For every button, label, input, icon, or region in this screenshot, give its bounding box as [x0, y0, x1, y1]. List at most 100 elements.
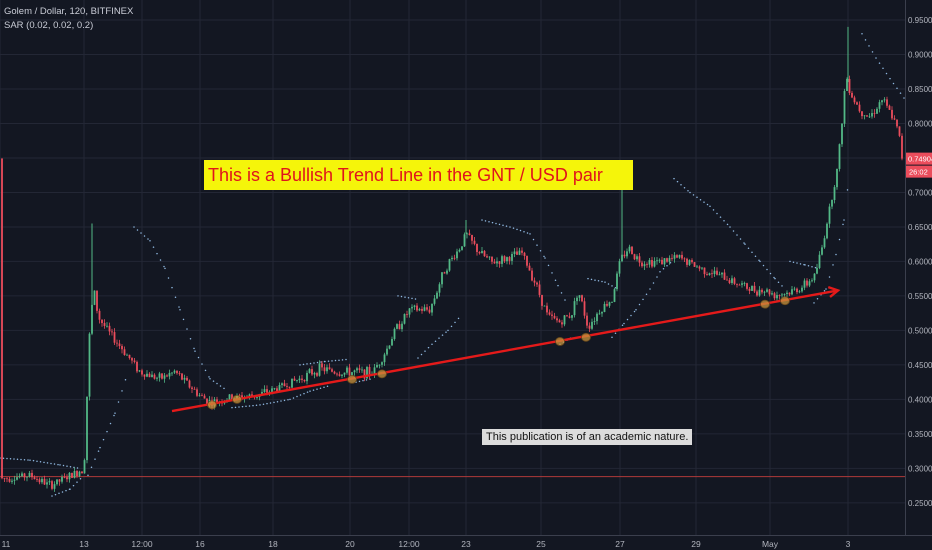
sar-dot	[179, 308, 181, 311]
trendline-touch-point	[581, 332, 591, 342]
candle-body	[448, 259, 451, 271]
candle-body	[343, 372, 346, 375]
sar-dot	[611, 336, 613, 339]
candle-body	[748, 288, 751, 291]
candle-body	[183, 377, 186, 380]
candle-body	[421, 308, 423, 311]
sar-dot	[313, 362, 315, 364]
candle-body	[836, 168, 838, 188]
candle-body	[231, 394, 233, 400]
candle-body	[123, 349, 126, 356]
candle-body	[148, 373, 151, 378]
candle-body	[538, 284, 541, 295]
sar-dot	[334, 359, 337, 362]
candle-body	[336, 373, 338, 375]
sar-dot	[133, 226, 135, 228]
candle-body	[113, 332, 116, 343]
sar-dot	[676, 180, 679, 183]
candle-body	[333, 371, 336, 374]
candle-body	[466, 233, 468, 235]
sar-dot	[719, 216, 722, 218]
sar-dot	[666, 264, 668, 267]
candle-body	[471, 234, 473, 241]
candle-body	[776, 295, 778, 299]
x-tick-label: May	[762, 539, 779, 549]
candle-body	[418, 308, 421, 311]
candle-body	[451, 257, 453, 260]
candle-body	[668, 257, 671, 262]
academic-note[interactable]: This publication is of an academic natur…	[482, 429, 693, 445]
sar-dot	[554, 279, 557, 282]
sar-dot	[46, 462, 49, 464]
candle-body	[281, 383, 283, 386]
sar-dot	[659, 271, 661, 273]
sar-dot	[526, 232, 529, 234]
sar-dot	[846, 189, 849, 191]
sar-dot	[117, 401, 120, 403]
indicator-label[interactable]: SAR (0.02, 0.02, 0.2)	[4, 20, 94, 31]
sar-dot	[594, 279, 596, 281]
sar-dot	[662, 268, 665, 270]
sar-dot	[843, 219, 845, 221]
trendline-callout[interactable]: This is a Bullish Trend Line in the GNT …	[204, 160, 633, 190]
sar-dot	[197, 356, 200, 359]
sar-dot	[799, 263, 802, 265]
candle-body	[338, 374, 341, 376]
sar-dot	[312, 389, 315, 391]
candle-body	[486, 256, 488, 258]
sar-dot	[124, 379, 127, 381]
sar-dot	[536, 244, 538, 246]
candle-body	[423, 307, 426, 311]
candle-body	[713, 270, 716, 275]
sar-dot	[303, 392, 305, 395]
candle-body	[341, 374, 343, 376]
candle-body	[868, 116, 871, 118]
sar-dot	[739, 238, 742, 240]
sar-dot	[234, 406, 237, 409]
candle-body	[31, 472, 33, 478]
sar-dot	[283, 399, 286, 402]
trendline-touch-point	[232, 394, 242, 404]
candle-body	[11, 480, 13, 482]
candle-body	[491, 256, 493, 262]
candle-body	[458, 249, 461, 252]
candle-body	[401, 323, 403, 330]
sar-dot	[273, 401, 275, 404]
candle-body	[78, 471, 81, 477]
sar-dot	[773, 276, 775, 279]
candle-body	[571, 315, 573, 318]
candle-body	[313, 373, 316, 375]
sar-dot	[113, 414, 115, 417]
candle-body	[676, 255, 678, 258]
sar-dot	[27, 459, 29, 461]
candle-body	[543, 305, 546, 307]
candle-body	[23, 473, 26, 478]
candle-body	[756, 291, 758, 296]
x-tick-label: 11	[2, 539, 11, 549]
candle-body	[163, 375, 166, 379]
x-tick-label: 13	[79, 539, 89, 549]
candle-body	[463, 234, 466, 247]
candle-body	[721, 272, 723, 275]
candle-body	[638, 256, 641, 263]
sar-dot	[590, 278, 593, 281]
candle-body	[33, 477, 36, 480]
candle-body	[876, 108, 878, 114]
candle-body	[871, 113, 873, 117]
sar-dot	[186, 328, 188, 330]
candle-body	[686, 258, 688, 265]
candle-body	[708, 273, 711, 275]
sar-dot	[259, 404, 261, 406]
sar-dot	[621, 324, 624, 326]
candle-body	[716, 270, 718, 275]
symbol-title[interactable]: Golem / Dollar, 120, BITFINEX	[4, 6, 134, 17]
y-tick-label: 0.25000	[908, 499, 932, 508]
candle-body	[118, 343, 121, 347]
sar-dot	[645, 293, 648, 295]
sar-dot	[789, 260, 791, 263]
